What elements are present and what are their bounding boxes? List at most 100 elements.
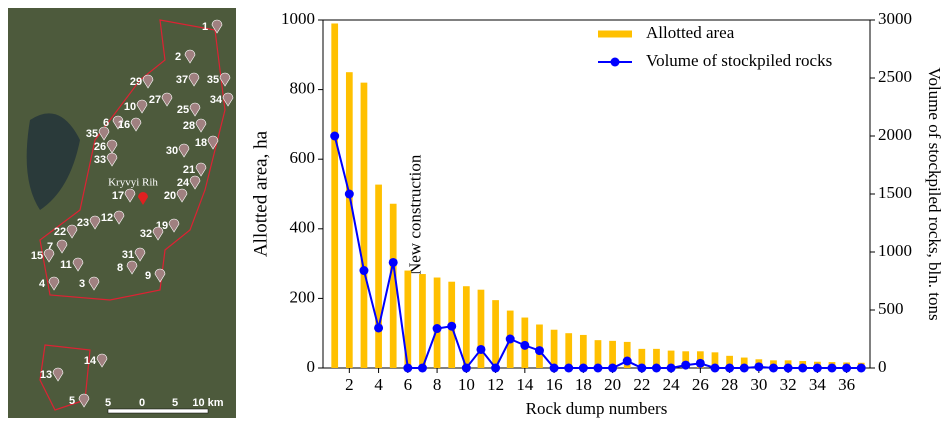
bar bbox=[331, 23, 338, 368]
y2-tick-label: 3000 bbox=[878, 9, 912, 28]
y-tick-label: 800 bbox=[290, 79, 316, 98]
pin-label: 22 bbox=[54, 226, 66, 238]
bar bbox=[375, 185, 382, 368]
point bbox=[359, 266, 368, 275]
x-tick-label: 14 bbox=[516, 375, 534, 394]
pin-label: 20 bbox=[164, 190, 176, 202]
y2-tick-label: 0 bbox=[878, 357, 887, 376]
x-tick-label: 8 bbox=[433, 375, 442, 394]
pin-label: 18 bbox=[195, 137, 207, 149]
point bbox=[725, 364, 734, 373]
x-tick-label: 22 bbox=[633, 375, 650, 394]
y2-tick-label: 500 bbox=[878, 299, 904, 318]
scale-label: 5 bbox=[172, 397, 178, 409]
city-label: Kryvyi Rih bbox=[108, 177, 158, 189]
pin-label: 21 bbox=[183, 164, 195, 176]
point bbox=[813, 364, 822, 373]
bar bbox=[346, 72, 353, 368]
pin-label: 4 bbox=[39, 278, 46, 290]
bar bbox=[492, 300, 499, 368]
pin-label: 10 bbox=[124, 101, 136, 113]
x-tick-label: 2 bbox=[345, 375, 354, 394]
pin-label: 25 bbox=[177, 104, 189, 116]
x-tick-label: 26 bbox=[692, 375, 709, 394]
x-tick-label: 16 bbox=[546, 375, 563, 394]
point bbox=[462, 364, 471, 373]
pin-label: 32 bbox=[140, 228, 152, 240]
y2-tick-label: 2000 bbox=[878, 125, 912, 144]
bar bbox=[419, 274, 426, 368]
point bbox=[667, 364, 676, 373]
pin-label: 9 bbox=[145, 270, 151, 282]
bar bbox=[580, 335, 587, 368]
point bbox=[827, 364, 836, 373]
y2-axis-title: Volume of stockpiled rocks, bln. tons bbox=[925, 67, 942, 320]
point bbox=[710, 364, 719, 373]
bar bbox=[565, 333, 572, 368]
point bbox=[564, 364, 573, 373]
y-axis-title: Allotted area, ha bbox=[250, 130, 271, 257]
pin-label: 35 bbox=[207, 74, 219, 86]
pin-label: 14 bbox=[84, 355, 97, 367]
pin-label: 1 bbox=[202, 21, 208, 33]
pin-label: 26 bbox=[94, 141, 106, 153]
scale-label: 5 bbox=[105, 397, 111, 409]
pin-label: 35 bbox=[86, 128, 98, 140]
point bbox=[798, 364, 807, 373]
legend-marker bbox=[611, 58, 620, 67]
legend-label: Volume of stockpiled rocks bbox=[646, 51, 832, 70]
x-tick-label: 30 bbox=[750, 375, 767, 394]
point bbox=[857, 364, 866, 373]
pin-label: 24 bbox=[177, 177, 190, 189]
point bbox=[740, 364, 749, 373]
pin-label: 13 bbox=[40, 369, 52, 381]
scale-label: 0 bbox=[139, 397, 145, 409]
x-tick-label: 20 bbox=[604, 375, 621, 394]
y-tick-label: 200 bbox=[290, 287, 316, 306]
y-tick-label: 1000 bbox=[281, 9, 315, 28]
point bbox=[330, 132, 339, 141]
bar bbox=[463, 286, 470, 368]
page: Kryvyi Rih 12373534292710252861635182630… bbox=[0, 0, 942, 426]
point bbox=[637, 364, 646, 373]
point bbox=[374, 323, 383, 332]
y-tick-label: 400 bbox=[290, 218, 316, 237]
point bbox=[579, 364, 588, 373]
pin-label: 34 bbox=[210, 94, 223, 106]
point bbox=[418, 364, 427, 373]
point bbox=[550, 364, 559, 373]
pin-label: 30 bbox=[166, 145, 178, 157]
pin-label: 8 bbox=[117, 262, 123, 274]
y2-tick-label: 2500 bbox=[878, 67, 912, 86]
figure: Kryvyi Rih 12373534292710252861635182630… bbox=[0, 0, 942, 421]
scale-bar bbox=[108, 409, 208, 413]
pin-label: 3 bbox=[79, 278, 85, 290]
bar bbox=[361, 83, 368, 368]
x-tick-label: 28 bbox=[721, 375, 738, 394]
point bbox=[696, 359, 705, 368]
bar bbox=[434, 278, 441, 368]
pin-label: 16 bbox=[118, 119, 130, 131]
point bbox=[535, 346, 544, 355]
point bbox=[345, 190, 354, 199]
x-tick-label: 24 bbox=[663, 375, 681, 394]
point bbox=[403, 364, 412, 373]
pin-label: 28 bbox=[183, 120, 195, 132]
point bbox=[652, 364, 661, 373]
point bbox=[842, 364, 851, 373]
x-tick-label: 6 bbox=[404, 375, 413, 394]
point bbox=[593, 364, 602, 373]
bar bbox=[478, 290, 485, 368]
pin-label: 37 bbox=[176, 74, 188, 86]
x-tick-label: 10 bbox=[458, 375, 475, 394]
pin-label: 17 bbox=[112, 190, 124, 202]
point bbox=[623, 357, 632, 366]
y-tick-label: 600 bbox=[290, 148, 316, 167]
x-tick-label: 36 bbox=[838, 375, 855, 394]
y2-tick-label: 1500 bbox=[878, 183, 912, 202]
point bbox=[681, 361, 690, 370]
point bbox=[389, 258, 398, 267]
pin-label: 2 bbox=[175, 51, 181, 63]
pin-label: 27 bbox=[149, 94, 161, 106]
pin-label: 31 bbox=[122, 249, 134, 261]
